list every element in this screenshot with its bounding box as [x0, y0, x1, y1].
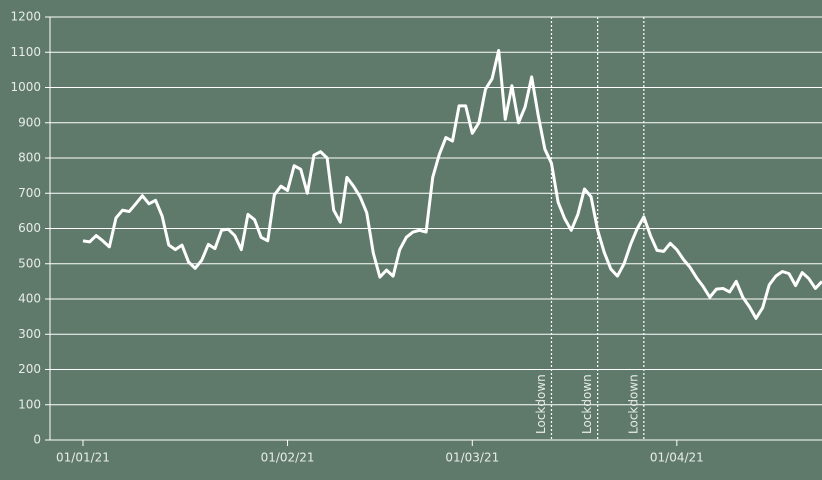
y-tick-label: 100 [18, 397, 41, 411]
y-tick-label: 1200 [10, 10, 41, 24]
x-tick-label: 01/04/21 [650, 451, 704, 465]
y-tick-label: 300 [18, 327, 41, 341]
y-tick-label: 0 [33, 433, 41, 447]
y-tick-label: 1000 [10, 80, 41, 94]
y-tick-label: 400 [18, 292, 41, 306]
annotation-label: Lockdown [534, 374, 548, 434]
y-tick-label: 200 [18, 362, 41, 376]
x-tick-label: 01/02/21 [261, 451, 315, 465]
y-tick-label: 600 [18, 221, 41, 235]
y-tick-label: 800 [18, 151, 41, 165]
line [82, 48, 822, 320]
annotation-label: Lockdown [580, 374, 594, 434]
x-tick-label: 01/01/21 [56, 451, 110, 465]
y-tick-label: 500 [18, 256, 41, 270]
x-tick-label: 01/03/21 [445, 451, 499, 465]
annotation-label: Lockdown [626, 374, 640, 434]
y-tick-label: 700 [18, 186, 41, 200]
y-tick-label: 900 [18, 115, 41, 129]
y-tick-label: 1100 [10, 45, 41, 59]
